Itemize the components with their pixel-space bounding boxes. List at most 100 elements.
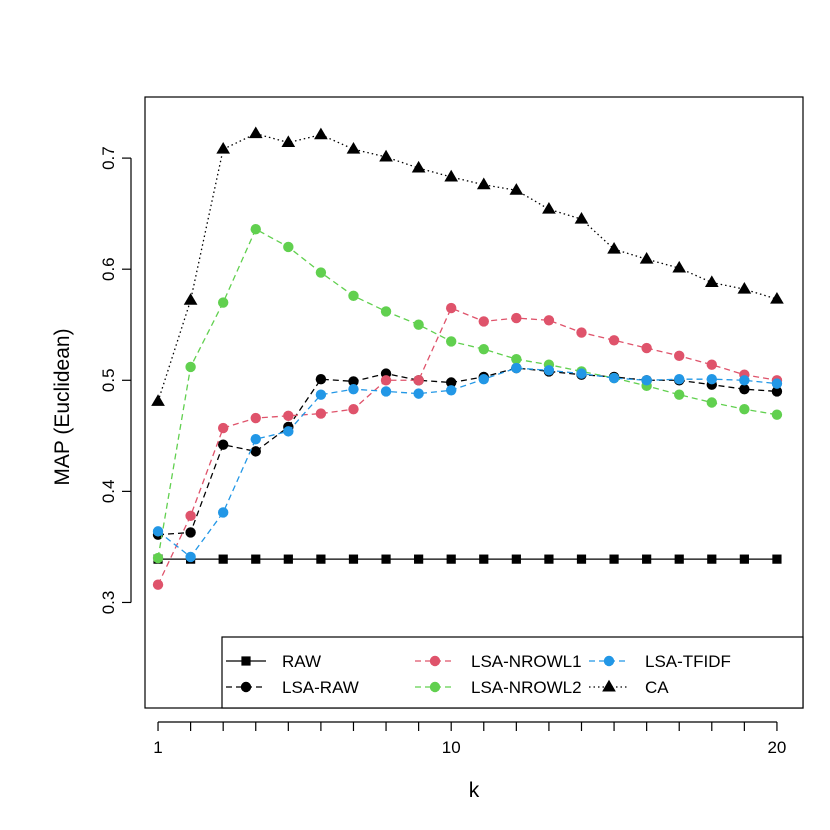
y-axis-label: MAP (Euclidean) — [51, 328, 74, 485]
data-point-lsa-tfidf — [445, 385, 457, 396]
data-point-lsa-nrowl1 — [706, 359, 717, 370]
legend-label-lsa-nrowl2: LSA-NROWL2 — [471, 678, 582, 697]
data-point-lsa-raw — [315, 373, 327, 385]
data-point-ca — [509, 183, 524, 195]
data-point-raw — [576, 554, 587, 564]
series-line-lsa-nrowl1 — [157, 307, 778, 585]
data-point-ca — [607, 241, 621, 254]
data-point-raw — [544, 554, 554, 564]
data-point-lsa-nrowl1 — [217, 422, 229, 434]
data-point-lsa-nrowl2 — [739, 403, 750, 415]
legend: RAW LSA-RAW LSA-NROWL1 LSA-NROWL2 LSA-TFIDF C… — [221, 636, 804, 709]
data-point-ca — [379, 149, 393, 162]
data-point-lsa-nrowl2 — [771, 409, 783, 420]
data-point-raw — [479, 554, 489, 564]
data-point-lsa-nrowl1 — [348, 403, 359, 415]
data-point-lsa-tfidf — [706, 373, 717, 385]
data-point-lsa-nrowl1 — [152, 579, 164, 590]
data-point-lsa-tfidf — [250, 433, 261, 445]
legend-label-ca: CA — [645, 678, 669, 697]
data-point-lsa-nrowl2 — [315, 267, 327, 278]
data-point-lsa-nrowl2 — [250, 223, 261, 235]
data-point-lsa-raw — [771, 386, 783, 397]
data-point-raw — [218, 554, 228, 564]
data-point-lsa-nrowl1 — [478, 316, 489, 327]
data-point-lsa-nrowl1 — [185, 510, 196, 522]
legend-label-raw: RAW — [282, 652, 321, 671]
legend-marker-ca — [602, 679, 616, 692]
data-point-lsa-raw — [739, 383, 750, 395]
data-point-lsa-tfidf — [152, 526, 164, 537]
data-point-raw — [609, 554, 619, 564]
legend-marker-lsa-nrowl1 — [429, 655, 441, 667]
data-point-lsa-raw — [250, 446, 261, 457]
data-point-lsa-nrowl1 — [413, 375, 424, 386]
data-point-ca — [411, 160, 426, 173]
y-tick-label: 0.7 — [99, 146, 118, 170]
data-point-lsa-nrowl1 — [283, 410, 294, 422]
series-line-ca — [157, 132, 778, 402]
data-point-ca — [737, 281, 752, 294]
data-point-lsa-raw — [445, 377, 457, 388]
data-point-lsa-nrowl1 — [641, 342, 652, 354]
data-point-lsa-raw — [185, 527, 196, 538]
x-axis-label: k — [469, 779, 480, 802]
data-point-lsa-nrowl1 — [380, 375, 392, 386]
data-point-ca — [216, 142, 231, 154]
data-point-lsa-nrowl2 — [283, 241, 294, 253]
data-point-lsa-nrowl1 — [543, 315, 555, 326]
data-point-ca — [444, 169, 459, 182]
data-point-lsa-tfidf — [380, 386, 392, 397]
data-point-lsa-nrowl2 — [185, 361, 196, 373]
data-point-raw — [381, 554, 391, 564]
legend-label-lsa-raw: LSA-RAW — [282, 678, 359, 697]
data-point-raw — [251, 554, 261, 564]
plot-frame — [144, 96, 804, 709]
chart-lines-layer — [151, 126, 784, 590]
y-tick-label: 0.3 — [99, 591, 118, 615]
data-point-lsa-nrowl1 — [576, 327, 587, 338]
legend-box — [221, 636, 804, 709]
data-point-lsa-tfidf — [608, 372, 620, 384]
legend-marker-lsa-raw — [240, 681, 252, 693]
data-point-ca — [183, 293, 198, 305]
data-point-lsa-raw — [217, 439, 229, 450]
data-point-ca — [346, 142, 361, 154]
legend-label-lsa-tfidf: LSA-TFIDF — [645, 652, 731, 671]
data-point-raw — [348, 554, 359, 564]
data-point-lsa-tfidf — [185, 551, 196, 563]
legend-marker-lsa-nrowl2 — [429, 681, 441, 693]
data-point-lsa-nrowl2 — [152, 552, 164, 564]
data-point-raw — [511, 554, 521, 564]
data-point-ca — [314, 127, 328, 140]
data-point-ca — [476, 177, 491, 190]
data-point-lsa-nrowl2 — [445, 336, 457, 347]
data-point-lsa-nrowl2 — [511, 353, 522, 365]
data-point-lsa-nrowl2 — [380, 306, 392, 317]
data-point-ca — [574, 212, 589, 224]
data-point-ca — [672, 260, 687, 273]
data-point-lsa-tfidf — [641, 375, 652, 386]
data-point-raw — [283, 554, 293, 564]
data-point-lsa-tfidf — [413, 388, 424, 399]
data-point-lsa-tfidf — [217, 507, 229, 518]
data-point-lsa-nrowl1 — [608, 335, 620, 346]
data-point-lsa-tfidf — [511, 362, 522, 374]
data-point-raw — [642, 554, 652, 564]
data-point-lsa-tfidf — [283, 426, 294, 437]
data-point-raw — [414, 554, 424, 564]
y-tick-label: 0.6 — [99, 257, 118, 281]
x-tick-label: 10 — [442, 738, 461, 757]
data-point-ca — [281, 135, 296, 148]
data-point-lsa-tfidf — [576, 368, 587, 379]
series-line-lsa-raw — [157, 367, 777, 536]
data-point-lsa-nrowl1 — [674, 350, 685, 362]
data-point-lsa-nrowl2 — [478, 343, 489, 355]
data-point-lsa-nrowl2 — [217, 297, 229, 308]
data-point-lsa-nrowl1 — [315, 408, 327, 419]
legend-marker-raw — [241, 656, 251, 666]
data-point-raw — [707, 554, 717, 564]
data-point-lsa-tfidf — [739, 375, 750, 386]
data-point-ca — [770, 291, 784, 304]
